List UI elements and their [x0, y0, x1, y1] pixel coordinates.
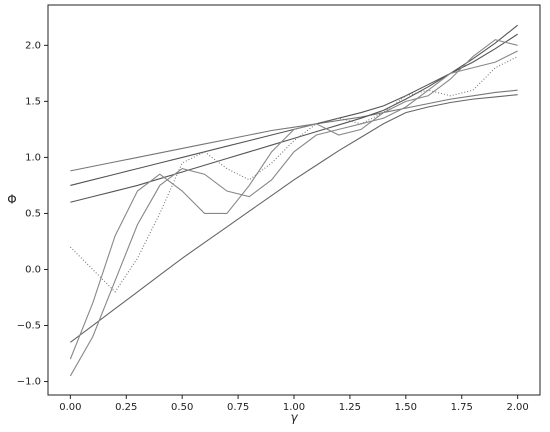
- series-line: [70, 33, 518, 186]
- y-tick-label: 2.0: [25, 40, 41, 51]
- y-tick-label: 0.5: [25, 208, 41, 219]
- series-line: [70, 24, 518, 203]
- x-axis-label: γ: [290, 411, 298, 425]
- series-line: [69, 50, 518, 377]
- series-line: [69, 39, 518, 360]
- y-tick-label: 1.5: [25, 96, 41, 107]
- y-axis-label: Φ: [7, 193, 16, 207]
- series-line: [70, 94, 518, 343]
- series-line: [69, 56, 518, 293]
- x-tick-label: 0.25: [115, 402, 137, 413]
- y-tick-label: 1.0: [25, 152, 41, 163]
- y-tick-label: 0.0: [25, 264, 41, 275]
- y-tick-label: −1.0: [17, 377, 41, 388]
- x-tick-label: 0.75: [227, 402, 249, 413]
- x-tick-label: 0.00: [59, 402, 81, 413]
- x-tick-label: 0.50: [171, 402, 193, 413]
- x-tick-label: 1.50: [395, 402, 417, 413]
- x-tick-label: 1.75: [451, 402, 473, 413]
- x-tick-label: 2.00: [507, 402, 529, 413]
- x-tick-label: 1.25: [339, 402, 361, 413]
- y-tick-label: −0.5: [17, 321, 41, 332]
- series-line: [70, 89, 518, 172]
- x-tick-label: 1.00: [283, 402, 305, 413]
